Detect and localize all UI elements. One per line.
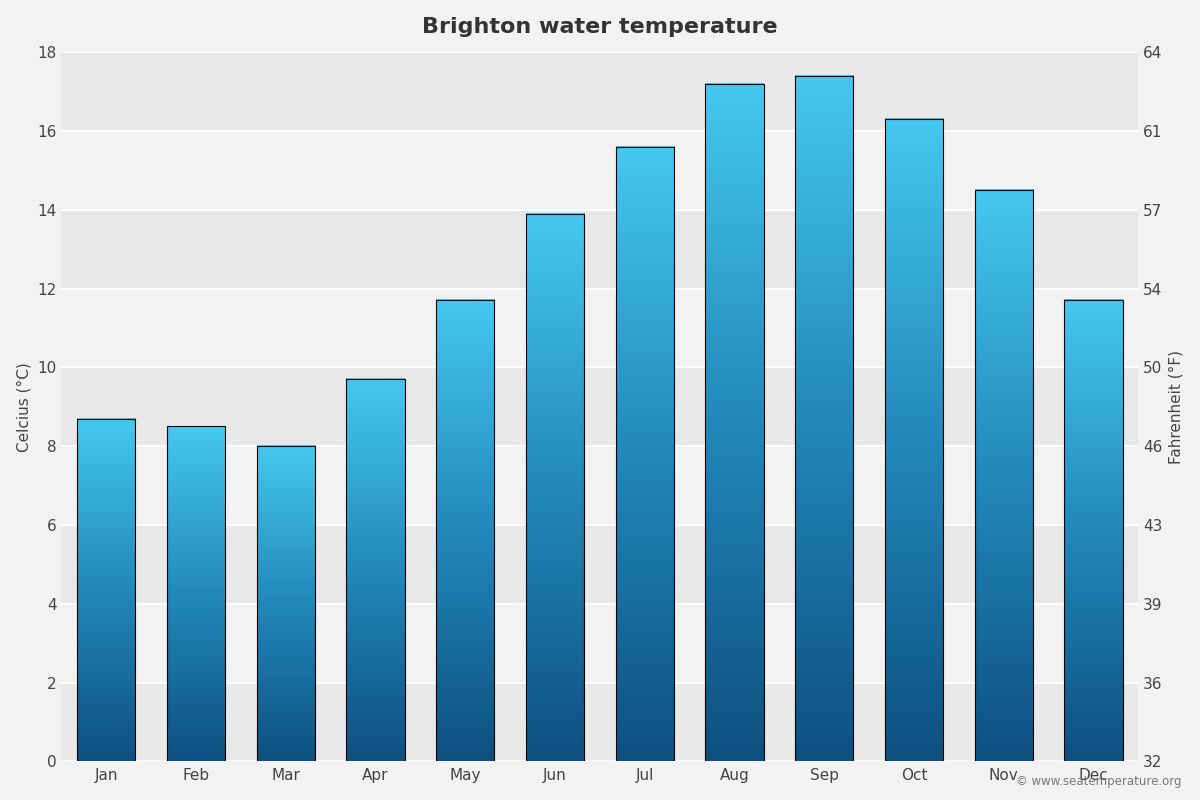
Bar	[61, 52, 1139, 131]
Y-axis label: Celcius (°C): Celcius (°C)	[17, 362, 31, 452]
Bar	[61, 289, 1139, 367]
Bar	[884, 119, 943, 762]
Y-axis label: Fahrenheit (°F): Fahrenheit (°F)	[1169, 350, 1183, 464]
Bar	[257, 446, 314, 762]
Bar	[347, 379, 404, 762]
Bar	[61, 210, 1139, 289]
Bar	[61, 525, 1139, 604]
Bar	[61, 604, 1139, 682]
Bar	[61, 682, 1139, 762]
Bar	[61, 446, 1139, 525]
Bar	[61, 131, 1139, 210]
Bar	[167, 426, 226, 762]
Bar	[77, 418, 136, 762]
Text: © www.seatemperature.org: © www.seatemperature.org	[1016, 775, 1182, 788]
Bar	[974, 190, 1033, 762]
Bar	[436, 300, 494, 762]
Title: Brighton water temperature: Brighton water temperature	[422, 17, 778, 37]
Bar	[1064, 300, 1123, 762]
Bar	[61, 367, 1139, 446]
Bar	[526, 214, 584, 762]
Bar	[706, 84, 763, 762]
Bar	[796, 76, 853, 762]
Bar	[616, 146, 674, 762]
